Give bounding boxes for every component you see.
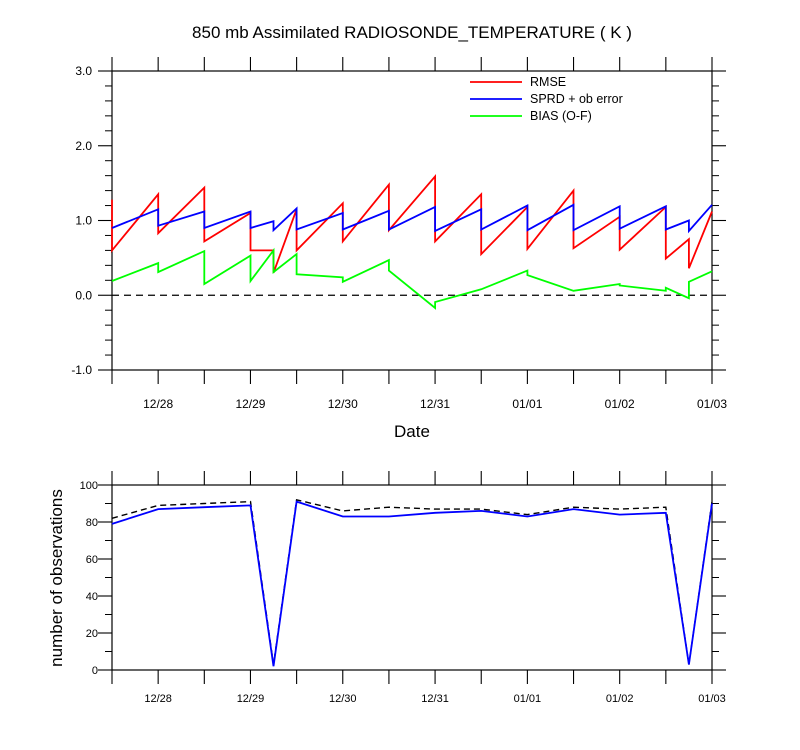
x-tick-label-12-28: 12/28: [143, 397, 173, 411]
legend-label-rmse: RMSE: [530, 75, 566, 89]
legend-label-sprd-ob-error: SPRD + ob error: [530, 92, 623, 106]
y-tick-label-1-0: -1.0: [71, 363, 92, 377]
top-chart-tick-labels: 12/28 12/29 12/30 12/31 01/01 01/02 01/03 -1.0 0…: [71, 64, 727, 411]
x-tick-label-12-30: 12/30: [329, 693, 357, 705]
y-tick-label-40: 40: [86, 591, 98, 603]
y-tick-label-0: 0: [92, 665, 98, 677]
x-tick-label-01-03: 01/03: [697, 397, 727, 411]
x-tick-label-01-03: 01/03: [698, 693, 726, 705]
y-axis-title-observations: number of observations: [47, 489, 66, 667]
series-line-solid-blue: [111, 500, 713, 667]
top-chart-series: [111, 173, 713, 310]
legend-label-bias-o-f: BIAS (O-F): [530, 109, 592, 123]
bottom-chart-series: [111, 498, 713, 667]
bottom-chart-tick-labels: 12/28 12/29 12/30 12/31 01/01 01/02 01/03 0 20 40…: [80, 480, 726, 705]
plot-frame: [111, 484, 713, 671]
series-line-bias-o-f: [111, 247, 713, 310]
x-tick-label-12-31: 12/31: [420, 397, 450, 411]
y-tick-label-80: 80: [86, 517, 98, 529]
x-axis-title: Date: [394, 422, 430, 441]
x-tick-label-12-29: 12/29: [237, 693, 265, 705]
series-line-dashed-black: [111, 498, 713, 665]
y-tick-label-20: 20: [86, 628, 98, 640]
y-tick-label-3-0: 3.0: [75, 64, 92, 78]
y-tick-label-100: 100: [80, 480, 98, 492]
bottom-chart-ticks: [98, 471, 726, 684]
observation-count-chart: number of observations 12/28 12/29 12/30 12…: [47, 471, 726, 705]
x-tick-label-01-02: 01/02: [605, 397, 635, 411]
x-tick-label-12-29: 12/29: [235, 397, 265, 411]
rmse-spread-bias-chart: 850 mb Assimilated RADIOSONDE_TEMPERATUR…: [71, 23, 727, 441]
legend: RMSE SPRD + ob error BIAS (O-F): [470, 75, 623, 123]
series-line-rmse: [111, 173, 713, 274]
top-chart-ticks: [98, 57, 726, 384]
x-tick-label-12-31: 12/31: [421, 693, 449, 705]
x-tick-label-12-30: 12/30: [328, 397, 358, 411]
y-tick-label-1-0: 1.0: [75, 214, 92, 228]
chart-title: 850 mb Assimilated RADIOSONDE_TEMPERATUR…: [192, 23, 632, 42]
series-line-sprd-ob-error: [111, 203, 713, 234]
y-tick-label-0-0: 0.0: [75, 288, 92, 302]
plot-frame: [111, 70, 713, 371]
x-tick-label-01-01: 01/01: [514, 693, 542, 705]
y-tick-label-60: 60: [86, 554, 98, 566]
x-tick-label-01-02: 01/02: [606, 693, 634, 705]
x-tick-label-01-01: 01/01: [512, 397, 542, 411]
x-tick-label-12-28: 12/28: [144, 693, 172, 705]
y-tick-label-2-0: 2.0: [75, 139, 92, 153]
